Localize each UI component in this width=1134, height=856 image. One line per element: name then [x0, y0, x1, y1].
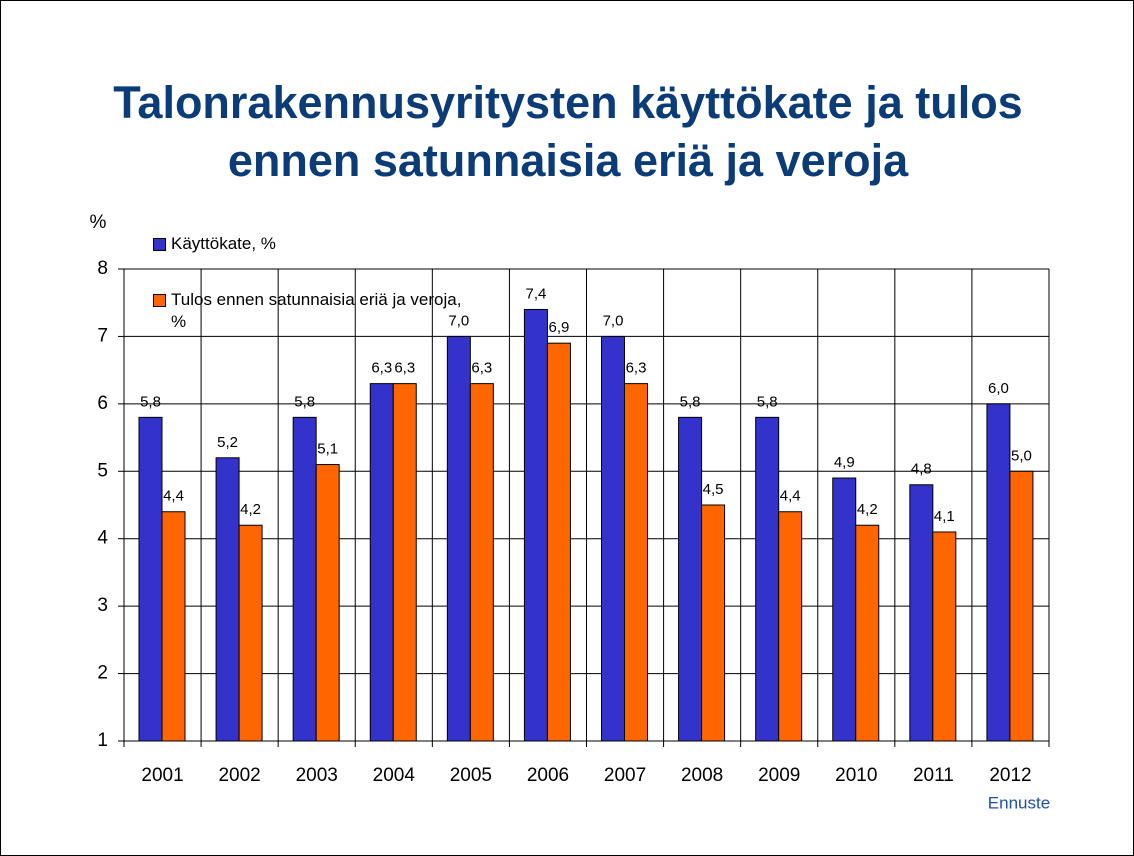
- chart-title: Talonrakennusyritysten käyttökate ja tul…: [113, 77, 1023, 128]
- value-label: 5,8: [140, 393, 161, 410]
- x-tick-label: 2006: [527, 765, 569, 786]
- x-tick-label: 2010: [835, 765, 877, 786]
- bar: [832, 477, 857, 742]
- value-label: 5,8: [680, 393, 701, 410]
- x-tick-label: 2001: [141, 765, 183, 786]
- bar: [369, 383, 394, 742]
- legend-swatch: [153, 238, 166, 251]
- x-tick-label: 2004: [373, 765, 416, 786]
- value-label: 4,2: [240, 501, 261, 518]
- value-label: 7,4: [525, 285, 546, 302]
- y-tick-label: 7: [97, 325, 108, 346]
- annotation: Ennuste: [988, 793, 1050, 812]
- bar: [601, 335, 625, 742]
- value-label: 5,1: [317, 441, 338, 458]
- x-tick-label: 2003: [296, 765, 338, 786]
- value-label: 5,2: [217, 434, 238, 451]
- bar: [986, 403, 1011, 742]
- y-tick-label: 3: [97, 595, 108, 616]
- bar: [755, 416, 780, 742]
- y-tick-label: 2: [97, 663, 108, 684]
- bar: [292, 416, 317, 742]
- bar: [238, 524, 263, 742]
- x-tick-label: 2012: [989, 765, 1031, 786]
- value-label: 6,3: [626, 360, 647, 377]
- value-label: 6,3: [371, 360, 392, 377]
- y-axis-label: %: [90, 212, 107, 233]
- bar: [469, 383, 494, 742]
- value-label: 4,8: [911, 461, 932, 478]
- y-tick-label: 8: [97, 258, 108, 279]
- bar: [678, 416, 703, 742]
- bar: [446, 335, 471, 742]
- chart-title: ennen satunnaisia eriä ja veroja: [227, 135, 909, 186]
- value-label: 6,3: [471, 360, 492, 377]
- y-tick-label: 6: [97, 393, 108, 414]
- bar: [909, 484, 934, 742]
- bar: [392, 383, 417, 742]
- value-label: 4,4: [780, 488, 801, 505]
- bar: [778, 511, 803, 742]
- bar: [138, 416, 163, 742]
- bar: [215, 457, 240, 742]
- bar: [624, 383, 648, 742]
- x-tick-label: 2009: [758, 765, 800, 786]
- value-label: 4,1: [934, 508, 955, 525]
- legend-item: Käyttökate, %: [153, 233, 483, 255]
- bar: [523, 308, 548, 742]
- value-label: 6,0: [988, 380, 1009, 397]
- x-tick-label: 2008: [681, 765, 723, 786]
- value-label: 4,9: [834, 454, 855, 471]
- y-tick-label: 4: [97, 528, 108, 549]
- bar: [315, 464, 340, 742]
- value-label: 7,0: [603, 312, 624, 329]
- value-label: 7,0: [448, 312, 469, 329]
- value-label: 5,8: [294, 393, 315, 410]
- bar: [161, 511, 186, 742]
- value-label: 5,8: [757, 393, 778, 410]
- value-label: 4,4: [163, 488, 184, 505]
- value-label: 4,2: [857, 501, 878, 518]
- y-tick-label: 5: [97, 460, 108, 481]
- legend-label: Tulos ennen satunnaisia eriä ja veroja, …: [171, 290, 462, 331]
- x-tick-label: 2011: [913, 765, 954, 786]
- x-tick-label: 2007: [604, 765, 646, 786]
- value-label: 5,0: [1011, 447, 1032, 464]
- x-tick-label: 2002: [218, 765, 260, 786]
- value-label: 6,3: [394, 360, 415, 377]
- bar: [546, 342, 571, 742]
- legend-swatch: [153, 294, 166, 307]
- bar: [855, 524, 880, 742]
- bar: [932, 531, 957, 742]
- bar: [1009, 470, 1034, 742]
- legend-item: Tulos ennen satunnaisia eriä ja veroja, …: [153, 289, 483, 333]
- y-tick-label: 1: [97, 730, 108, 751]
- legend-label: Käyttökate, %: [171, 234, 276, 253]
- value-label: 4,5: [703, 481, 724, 498]
- bar: [701, 504, 726, 742]
- value-label: 6,9: [548, 319, 569, 336]
- x-tick-label: 2005: [450, 765, 492, 786]
